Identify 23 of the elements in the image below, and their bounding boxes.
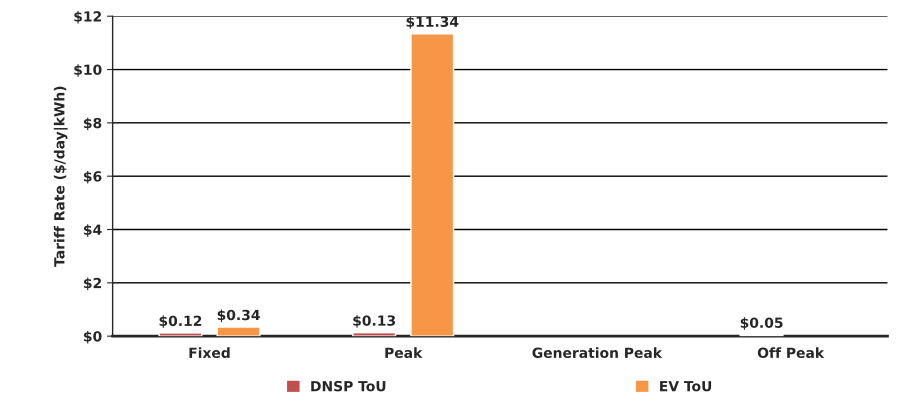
data-label: $0.12 (160, 315, 202, 328)
legend-label: DNSP ToU (311, 380, 386, 392)
x-tick-label: Off Peak (758, 347, 824, 358)
y-axis-title: Tariff Rate ($/day|kWh) (54, 86, 68, 267)
y-tick-label: $2 (84, 278, 101, 290)
x-tick-label: Generation Peak (532, 347, 662, 358)
bar (410, 33, 454, 336)
y-tick-label: $0 (84, 330, 102, 344)
x-tick-label: Fixed (189, 347, 230, 358)
y-tick-label: $12 (74, 10, 101, 24)
data-label: $11.34 (406, 16, 458, 29)
legend-label: EV ToU (660, 381, 712, 392)
data-label: $0.05 (740, 317, 783, 330)
bar (216, 326, 261, 336)
bar (352, 332, 396, 336)
y-tick-label: $8 (84, 118, 102, 130)
bar (158, 332, 202, 336)
data-label: $0.13 (353, 315, 395, 328)
y-tick-label: $4 (84, 224, 102, 237)
y-tick-label: $6 (84, 170, 102, 184)
y-tick-label: $10 (74, 64, 102, 77)
data-label: $0.34 (218, 309, 260, 322)
x-tick-label: Peak (385, 347, 423, 358)
